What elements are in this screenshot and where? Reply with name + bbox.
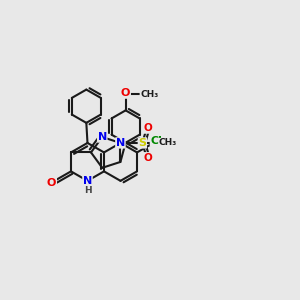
Text: N: N [83,176,92,186]
Text: S: S [138,138,146,148]
Text: O: O [47,178,56,188]
Text: O: O [144,123,152,133]
Text: N: N [98,132,107,142]
Text: N: N [116,138,125,148]
Text: H: H [84,186,91,195]
Text: O: O [144,153,152,163]
Text: CH₃: CH₃ [140,90,158,99]
Text: Cl: Cl [150,136,162,146]
Text: CH₃: CH₃ [159,138,177,147]
Text: O: O [121,88,130,98]
